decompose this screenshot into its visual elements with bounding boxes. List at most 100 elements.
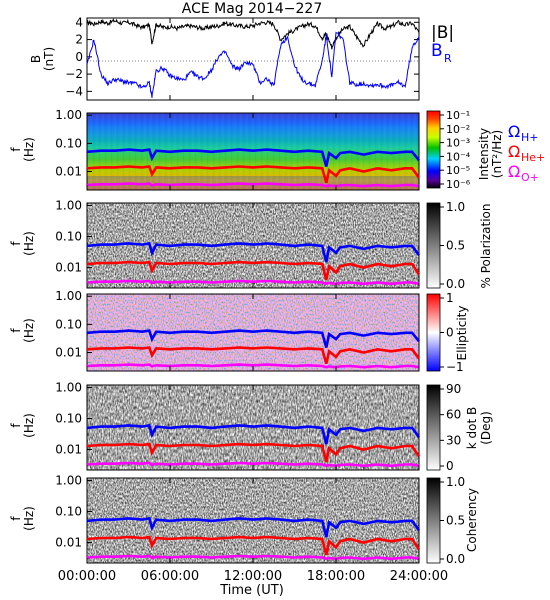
colorbar-coherency-label: Coherency bbox=[465, 488, 479, 552]
ytick-label: 0.01 bbox=[55, 164, 82, 178]
ylabel-b-unit: (nT) bbox=[42, 47, 56, 71]
ytick-label: 1.00 bbox=[55, 198, 82, 212]
legend-omega-He: Ω He+ bbox=[508, 142, 545, 164]
cyclotron-line-He bbox=[86, 442, 421, 463]
colorbar-kdotb-label: k dot B bbox=[465, 407, 479, 449]
colorbar-tick-label: 0 bbox=[446, 326, 454, 340]
ylabel-f: f bbox=[9, 147, 23, 152]
legend-omega-O: Ω O+ bbox=[508, 162, 539, 184]
cyclotron-line-H bbox=[86, 423, 421, 445]
colorbar-polarization bbox=[426, 202, 441, 289]
xaxis-label: Time (UT) bbox=[219, 583, 284, 598]
series-line-absB bbox=[86, 17, 420, 50]
cyclotron-line-He bbox=[86, 346, 421, 365]
ylabel-b: B bbox=[29, 55, 43, 63]
colorbar-tick-label: 90 bbox=[446, 382, 461, 396]
colorbar-kdotb bbox=[426, 384, 441, 471]
colorbar-tick-label: 10⁻⁴ bbox=[446, 150, 471, 163]
ytick-label: 2 bbox=[75, 33, 83, 47]
ytick-label: 0.01 bbox=[55, 261, 82, 275]
colorbar-tick-label: 0.5 bbox=[446, 514, 465, 528]
xtick-label: 06:00:00 bbox=[141, 569, 199, 584]
figure-title: ACE Mag 2014−227 bbox=[182, 1, 322, 17]
cyclotron-line-He bbox=[86, 535, 421, 556]
ytick-label: 0.10 bbox=[55, 412, 82, 426]
colorbar-ellipticity-label: Ellipticity bbox=[455, 306, 469, 361]
colorbar-tick-label: 30 bbox=[446, 433, 461, 447]
ylabel-f-unit: (Hz) bbox=[22, 413, 36, 438]
xtick-label: 00:00:00 bbox=[58, 569, 116, 584]
colorbar-tick-label: 1.0 bbox=[446, 200, 465, 214]
legend-BR-label: B bbox=[431, 41, 443, 61]
colorbar-tick-label: 10⁻⁶ bbox=[446, 178, 471, 191]
colorbar-polarization-label: % Polarization bbox=[479, 204, 493, 289]
ytick-label: 4 bbox=[75, 15, 83, 29]
ytick-label: −2 bbox=[65, 67, 83, 81]
cyclotron-line-H bbox=[86, 516, 421, 538]
cyclotron-line-H bbox=[86, 148, 421, 167]
ytick-label: 1.00 bbox=[55, 473, 82, 487]
colorbar-kdotb-unit: (Deg) bbox=[479, 411, 493, 445]
colorbar-tick-label: 0.0 bbox=[446, 552, 465, 566]
ytick-label: 1.00 bbox=[55, 380, 82, 394]
ytick-label: 1.00 bbox=[55, 289, 82, 303]
colorbar-intensity-unit: (nT²/Hz) bbox=[490, 130, 504, 178]
ytick-label: −4 bbox=[65, 84, 83, 98]
ytick-label: 0.01 bbox=[55, 345, 82, 359]
ylabel-f-unit: (Hz) bbox=[22, 137, 36, 162]
ylabel-f: f bbox=[9, 516, 23, 521]
ylabel-f: f bbox=[9, 328, 23, 333]
ylabel-f: f bbox=[9, 241, 23, 246]
legend-omega-H-symbol: Ω bbox=[508, 122, 520, 141]
ytick-label: 0.10 bbox=[55, 136, 82, 150]
legend-omega-H-subscript: H+ bbox=[521, 131, 539, 144]
colorbar-tick-label: 10⁻¹ bbox=[446, 109, 470, 122]
cyclotron-line-O bbox=[86, 279, 420, 286]
ytick-label: 0.01 bbox=[55, 536, 82, 550]
legend-omega-O-symbol: Ω bbox=[508, 162, 520, 181]
colorbar-tick-label: 0.5 bbox=[446, 239, 465, 253]
cyclotron-line-O bbox=[86, 461, 420, 468]
legend-BR-subscript: R bbox=[444, 52, 452, 65]
legend-omega-H: Ω H+ bbox=[508, 122, 539, 144]
cyclotron-line-He bbox=[86, 165, 421, 184]
cyclotron-line-H bbox=[86, 241, 421, 263]
legend-omega-He-symbol: Ω bbox=[508, 142, 520, 161]
colorbar-coherency bbox=[426, 477, 441, 564]
colorbar-tick-label: 1.0 bbox=[446, 475, 465, 489]
ylabel-f-unit: (Hz) bbox=[22, 231, 36, 256]
ytick-label: 1.00 bbox=[55, 108, 82, 122]
series-line-BR bbox=[86, 31, 420, 98]
ytick-label: 0.10 bbox=[55, 505, 82, 519]
ytick-label: 0 bbox=[75, 50, 83, 64]
ylabel-f-unit: (Hz) bbox=[22, 506, 36, 531]
xtick-label: 12:00:00 bbox=[224, 569, 282, 584]
colorbar-tick-label: 10⁻² bbox=[446, 123, 470, 136]
ytick-label: 0.10 bbox=[55, 230, 82, 244]
legend-omega-O-subscript: O+ bbox=[521, 171, 539, 184]
ylabel-f: f bbox=[9, 423, 23, 428]
colorbar-tick-label: −1 bbox=[446, 360, 464, 374]
colorbar-intensity bbox=[426, 110, 441, 189]
legend-BR: B R bbox=[431, 41, 452, 65]
colorbar-tick-label: 0.0 bbox=[446, 277, 465, 291]
cyclotron-line-H bbox=[86, 329, 421, 348]
colorbar-tick-label: 0 bbox=[446, 459, 454, 473]
colorbar-tick-label: 10⁻⁵ bbox=[446, 164, 470, 177]
panel-b-frame bbox=[86, 17, 420, 101]
cyclotron-line-O bbox=[86, 182, 420, 188]
colorbar-tick-label: 1 bbox=[446, 291, 454, 305]
colorbar-tick-label: 10⁻³ bbox=[446, 137, 470, 150]
legend-absB: |B| bbox=[431, 23, 454, 43]
cyclotron-line-O bbox=[86, 363, 420, 369]
xtick-label: 24:00:00 bbox=[390, 569, 448, 584]
ytick-label: 0.10 bbox=[55, 317, 82, 331]
cyclotron-line-He bbox=[86, 260, 421, 281]
cyclotron-line-O bbox=[86, 554, 420, 561]
legend-omega-He-subscript: He+ bbox=[521, 151, 545, 164]
ylabel-f-unit: (Hz) bbox=[22, 318, 36, 343]
colorbar-tick-label: 60 bbox=[446, 408, 461, 422]
ytick-label: 0.01 bbox=[55, 443, 82, 457]
colorbar-intensity-label: Intensity bbox=[477, 128, 491, 180]
